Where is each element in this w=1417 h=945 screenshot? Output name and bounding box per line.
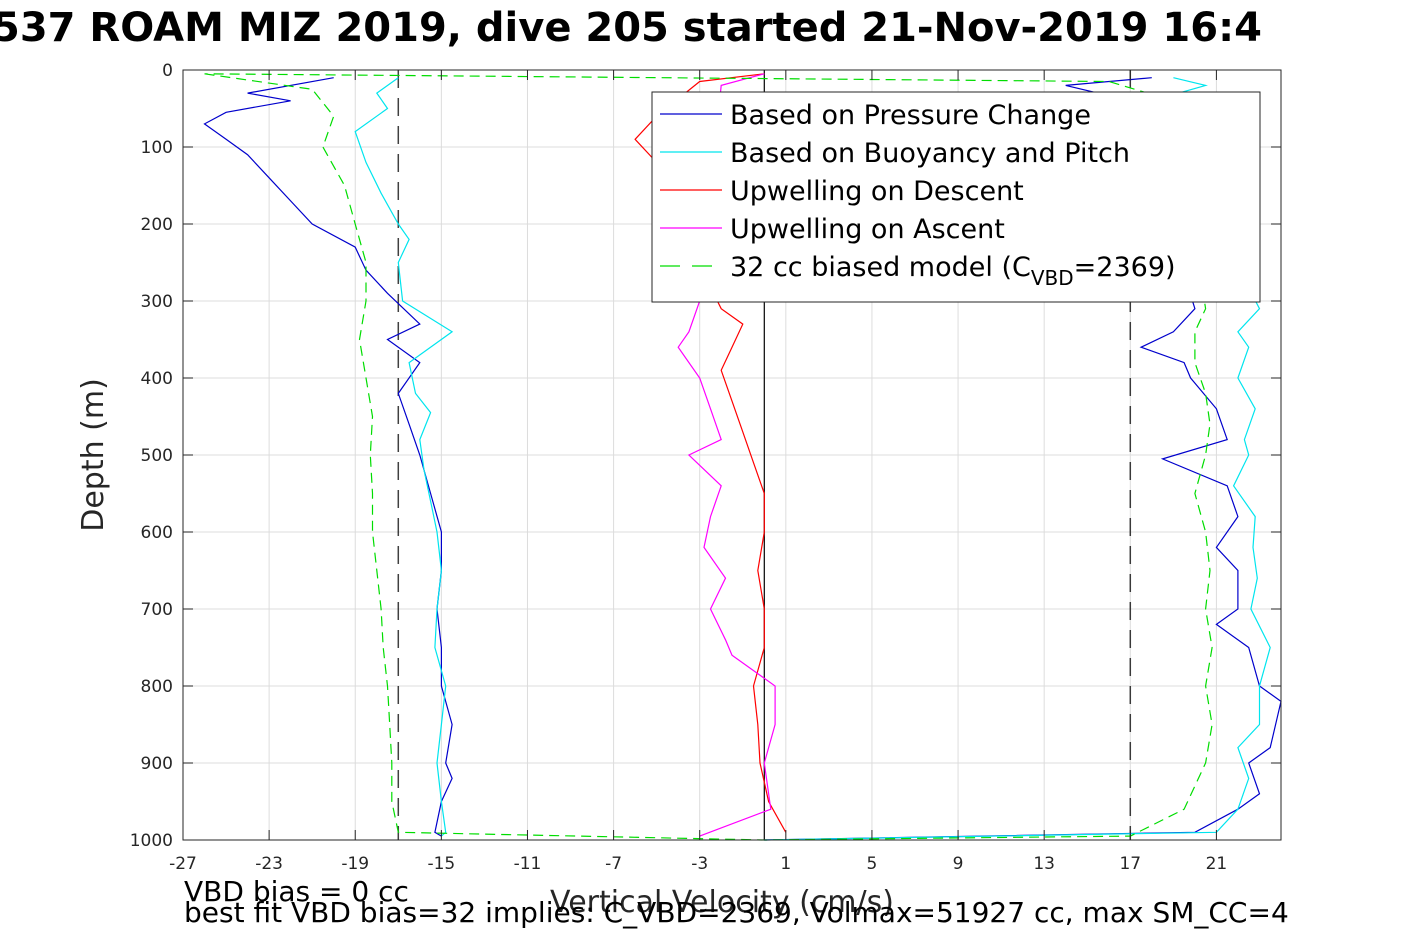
legend-label: Based on Buoyancy and Pitch — [730, 138, 1130, 169]
legend-label: Based on Pressure Change — [730, 100, 1091, 131]
series-group — [203, 73, 1282, 841]
series-line-6 — [204, 73, 1213, 841]
series-line-2 — [764, 77, 1282, 841]
x-tick-label: 1 — [780, 854, 791, 874]
footer-best-fit: best fit VBD bias=32 implies: C_VBD=2369… — [184, 896, 1289, 929]
y-tick-label: 500 — [141, 446, 173, 466]
series-line-0 — [203, 77, 453, 837]
y-tick-label: 100 — [141, 138, 173, 158]
y-tick-label: 0 — [162, 61, 173, 81]
y-axis-label: Depth (m) — [76, 378, 111, 532]
x-tick-label: -27 — [169, 854, 197, 874]
x-tick-label: -15 — [427, 854, 455, 874]
x-ticks: -27 -23 -19 -15 -11 -7 -3 1 5 9 13 17 21 — [169, 70, 1227, 874]
chart-title: 537 ROAM MIZ 2019, dive 205 started 21-N… — [0, 5, 1262, 51]
legend-label: Upwelling on Descent — [730, 176, 1024, 207]
x-tick-label: 13 — [1033, 854, 1055, 874]
y-tick-label: 200 — [141, 215, 173, 235]
y-ticks: 0 100 200 300 400 500 600 700 800 900 1000 — [130, 61, 1281, 851]
x-tick-label: 5 — [867, 854, 878, 874]
legend-label: Upwelling on Ascent — [730, 214, 1005, 245]
x-tick-label: 9 — [953, 854, 964, 874]
y-tick-label: 700 — [141, 600, 173, 620]
legend: Based on Pressure Change Based on Buoyanc… — [651, 91, 1261, 303]
y-tick-label: 900 — [141, 754, 173, 774]
series-line-4 — [634, 73, 787, 833]
y-tick-label: 400 — [141, 369, 173, 389]
x-tick-label: -19 — [341, 854, 369, 874]
y-tick-label: 300 — [141, 292, 173, 312]
series-line-3 — [764, 77, 1271, 841]
x-tick-label: -23 — [255, 854, 283, 874]
x-tick-label: -3 — [691, 854, 708, 874]
y-tick-label: 600 — [141, 523, 173, 543]
series-line-5 — [677, 73, 776, 837]
x-tick-label: 21 — [1206, 854, 1228, 874]
x-tick-label: -7 — [605, 854, 622, 874]
legend-label: 32 cc biased model (CVBD=2369) — [730, 252, 1176, 290]
legend-box — [651, 91, 1261, 303]
x-tick-label: 17 — [1119, 854, 1141, 874]
y-tick-label: 800 — [141, 677, 173, 697]
x-tick-label: -11 — [514, 854, 542, 874]
x-axis-label: Vertical Velocity (cm/s) — [550, 885, 894, 920]
footer-vbd-bias: VBD bias = 0 cc — [184, 875, 409, 908]
series-line-1 — [354, 77, 454, 837]
y-tick-label: 1000 — [130, 831, 173, 851]
